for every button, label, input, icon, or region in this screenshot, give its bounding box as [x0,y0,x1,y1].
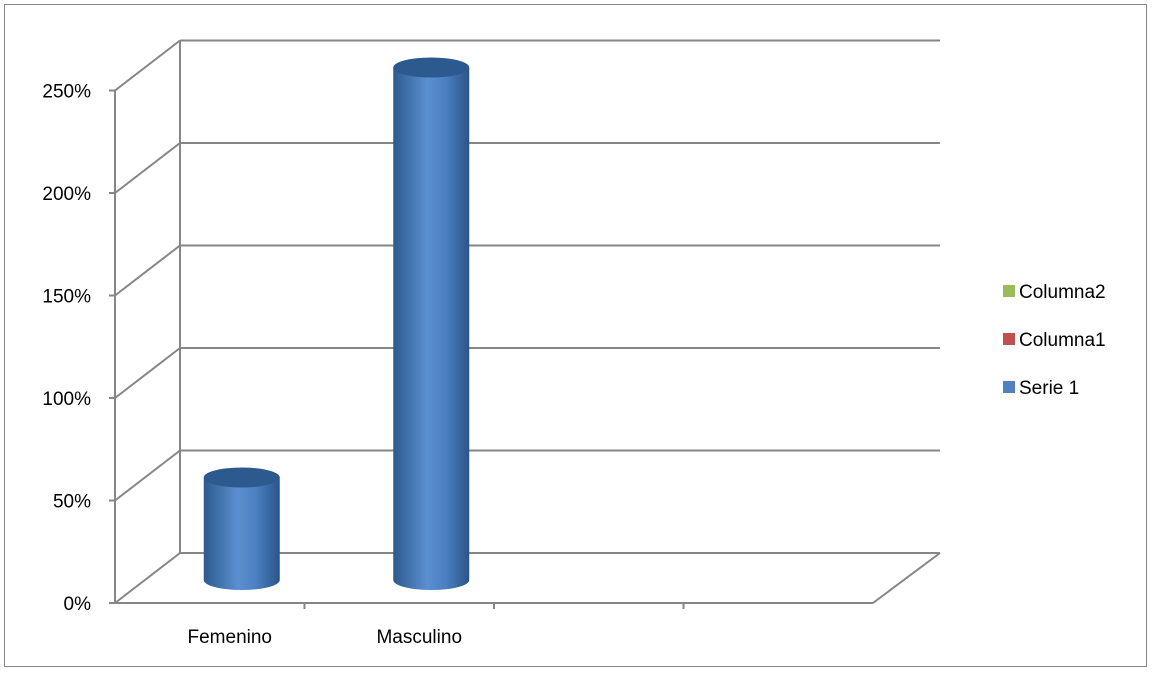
legend-label: Serie 1 [1019,378,1079,399]
y-tick-label: 50% [53,492,91,513]
chart-frame [4,4,1147,667]
bar-body [393,67,470,590]
legend-entry: Columna2 [1003,282,1106,303]
y-tick-label: 200% [42,184,91,205]
x-category-label: Masculino [376,627,462,648]
y-tick-label: 0% [64,594,92,615]
bar-Femenino [203,467,280,590]
bar-top [393,57,470,78]
legend: Columna2 Columna1 Serie 1 [1003,282,1106,399]
y-axis-tick-labels: 0% 50% 100% 150% 200% 250% [42,82,91,616]
gridline-side-0 [114,552,181,604]
floor-right-edge [872,552,941,604]
legend-entry: Serie 1 [1003,378,1079,399]
y-tick-label: 100% [42,389,91,410]
y-tick-label: 250% [42,82,91,103]
gridline-side-2 [114,347,181,399]
legend-swatch [1003,381,1015,393]
gridline-side-1 [114,449,181,502]
x-axis-category-labels: Femenino Masculino [188,627,463,648]
bar-top [203,467,280,488]
gridline-side-3 [114,244,181,297]
axes [109,40,941,609]
y-tick-label: 150% [42,287,91,308]
bar-Masculino [393,57,470,590]
legend-label: Columna1 [1019,330,1106,351]
legend-swatch [1003,333,1015,345]
bar-body [203,477,280,590]
legend-swatch [1003,285,1015,297]
x-category-label: Femenino [188,627,273,648]
gridline-side-4 [114,142,181,194]
gridlines [114,39,940,604]
legend-entry: Columna1 [1003,330,1106,351]
bars [203,57,470,590]
gridline-side-5 [114,39,181,92]
legend-label: Columna2 [1019,282,1106,303]
